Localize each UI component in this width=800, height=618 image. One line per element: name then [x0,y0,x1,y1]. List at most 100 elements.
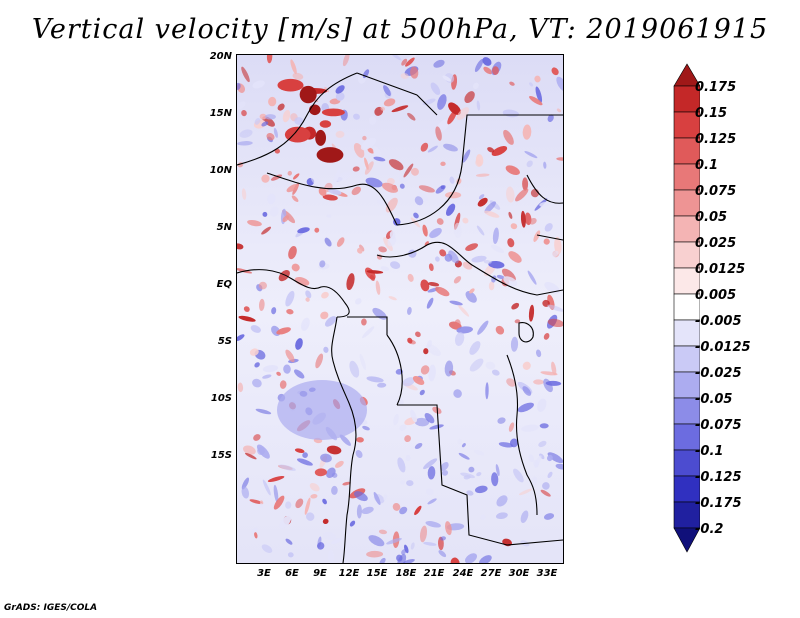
anomaly-patch [538,440,547,448]
anomaly-patch [356,437,364,443]
anomaly-patch [314,468,327,477]
strong-updraft-patch [299,85,317,104]
anomaly-patch [556,157,563,161]
anomaly-patch [305,290,312,299]
anomaly-patch [361,318,367,326]
colorbar-label: 0.075 [695,184,737,199]
anomaly-patch [536,349,542,358]
anomaly-patch [386,537,402,545]
anomaly-patch [410,542,415,550]
lon-tick-label: 24E [452,568,474,579]
anomaly-patch [474,59,484,72]
anomaly-patch [423,458,438,470]
anomaly-patch [373,156,386,162]
anomaly-patch [529,82,534,87]
anomaly-patch [439,249,447,257]
anomaly-patch [423,541,437,546]
anomaly-patch [428,282,440,287]
anomaly-patch [495,325,505,335]
lat-tick-label: 5N [216,222,232,233]
anomaly-patch [380,106,385,111]
colorbar-label: -0.05 [695,392,733,407]
anomaly-patch [310,176,323,188]
anomaly-patch [252,80,265,89]
anomaly-patch [401,58,408,66]
anomaly-patch [522,386,532,396]
colorbar-label: -0.175 [695,496,742,511]
anomaly-patch [528,304,535,322]
anomaly-patch [377,382,387,388]
anomaly-patch [414,196,424,206]
anomaly-patch [238,315,256,322]
anomaly-patch [372,146,382,161]
anomaly-patch [508,251,522,263]
congo-border [347,316,563,546]
anomaly-patch [508,422,515,432]
colorbar-segment [673,423,700,451]
anomaly-patch [322,531,337,540]
anomaly-patch [450,557,460,563]
anomaly-patch [552,250,559,258]
anomaly-patch [362,135,367,141]
anomaly-patch [539,423,549,429]
anomaly-patch [237,101,246,110]
anomaly-patch [375,280,381,295]
anomaly-patch [547,452,563,464]
anomaly-patch [295,498,304,509]
anomaly-patch [491,472,499,487]
anomaly-patch [318,187,327,196]
anomaly-patch [522,177,529,191]
anomaly-patch [291,195,299,202]
anomaly-patch [488,260,505,269]
anomaly-patch [509,438,519,448]
anomaly-patch [407,306,412,315]
anomaly-patch [383,98,396,107]
anomaly-patch [533,230,541,242]
anomaly-patch [414,417,430,427]
anomaly-patch [478,194,485,200]
anomaly-patch [547,454,553,462]
anomaly-patch [491,369,500,376]
anomaly-patch [420,279,430,292]
anomaly-patch [462,217,469,224]
anomaly-patch [410,217,421,228]
anomaly-patch [551,541,563,551]
anomaly-patch [443,143,458,152]
anomaly-patch [555,463,563,470]
anomaly-patch [414,443,423,449]
anomaly-patch [323,346,329,353]
colorbar-label: -0.025 [695,366,742,381]
anomaly-patch [277,103,285,111]
anomaly-patch [258,298,265,311]
anomaly-patch [320,311,329,320]
lake-outline [518,322,534,343]
anomaly-patch [445,521,452,536]
anomaly-patch [304,497,311,515]
anomaly-patch [543,513,555,520]
anomaly-patch [454,319,461,330]
anomaly-patch [411,167,419,176]
anomaly-patch [473,449,485,456]
anomaly-patch [241,66,250,83]
anomaly-patch [368,535,385,547]
anomaly-patch [249,499,263,505]
anomaly-patch [419,389,425,396]
anomaly-patch [509,81,515,86]
anomaly-patch [262,479,271,496]
anomaly-patch [328,188,342,195]
anomaly-patch [292,72,304,80]
anomaly-patch [554,236,562,255]
anomaly-patch [315,353,324,369]
anomaly-patch [321,291,329,299]
anomaly-patch [466,490,474,496]
lat-tick-label: 10S [210,393,232,404]
anomaly-patch [472,82,479,89]
anomaly-patch [510,336,519,352]
anomaly-patch [515,188,529,202]
anomaly-patch [366,550,384,558]
anomaly-patch [531,476,538,487]
anomaly-patch [249,348,259,356]
anomaly-patch [545,380,562,386]
anomaly-patch [487,147,495,153]
anomaly-patch [526,160,533,168]
